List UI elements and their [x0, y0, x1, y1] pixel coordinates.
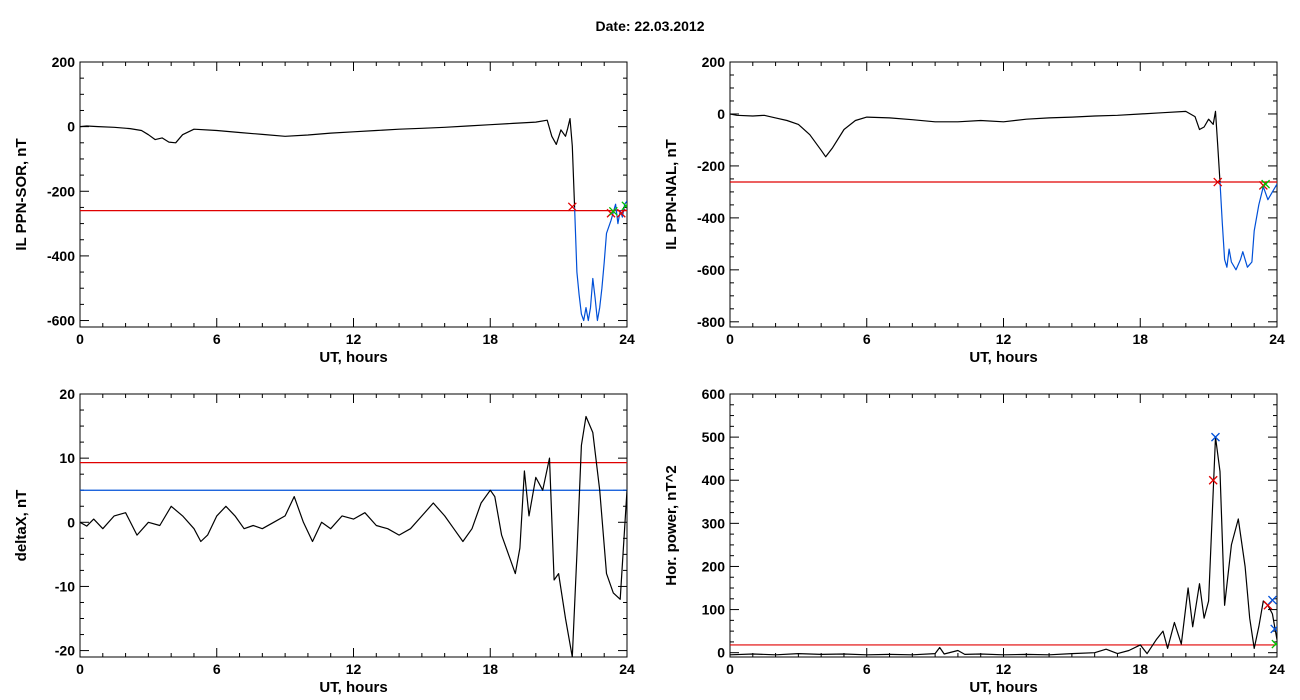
chart-panel-il-nal: 0 6 12 18 24 -800 -600 -400 -200 0 200 UT, hours IL … [663, 54, 1285, 366]
plot-frame [79, 61, 628, 328]
y-axis-label: IL PPN-SOR, nT [13, 138, 30, 250]
x-axis-label: UT, hours [969, 679, 1037, 696]
chart-panel-deltax: 0 6 12 18 24 -20 -10 0 10 20 UT, hours deltaX, nT [13, 386, 635, 696]
series-line [80, 415, 627, 657]
y-tick-label: -600 [47, 313, 75, 329]
x-tick-label: 12 [346, 661, 362, 677]
x-axis-label: UT, hours [969, 349, 1037, 366]
x-tick-label: 18 [1132, 331, 1148, 347]
y-tick-label: 300 [702, 515, 726, 531]
x-tick-label: 24 [619, 331, 635, 347]
x-tick-label: 24 [1269, 661, 1285, 677]
y-axis-label: IL PPN-NAL, nT [663, 139, 680, 250]
y-tick-label: -600 [697, 262, 725, 278]
marker-stroke [621, 203, 627, 211]
y-tick-label: 600 [702, 386, 726, 402]
x-tick-label: 6 [863, 661, 871, 677]
plot-data [80, 415, 627, 657]
marker-stroke [1211, 432, 1220, 442]
y-tick-label: 500 [702, 429, 726, 445]
y-tick-label: 10 [59, 450, 75, 466]
y-tick-label: 0 [67, 514, 75, 530]
y-tick-label: 200 [52, 54, 76, 70]
data-marker [1213, 177, 1223, 187]
y-tick-label: -200 [697, 158, 725, 174]
x-tick-label: 24 [619, 661, 635, 677]
y-tick-label: -400 [697, 210, 725, 226]
series-line [1219, 181, 1277, 271]
x-tick-label: 24 [1269, 331, 1285, 347]
x-tick-label: 6 [213, 331, 221, 347]
x-tick-label: 0 [726, 331, 734, 347]
y-tick-label: 100 [702, 602, 726, 618]
plot-data [730, 110, 1277, 271]
y-axis-label: deltaX, nT [13, 490, 30, 562]
y-tick-label: 20 [59, 386, 75, 402]
marker-stroke [1261, 179, 1271, 189]
y-tick-label: -20 [55, 643, 75, 659]
series-line [730, 436, 1277, 656]
y-tick-label: 0 [67, 119, 75, 135]
marker-stroke [1267, 595, 1277, 605]
data-marker [567, 202, 577, 212]
data-marker [616, 208, 626, 218]
data-marker [1258, 180, 1268, 190]
x-tick-label: 18 [1132, 661, 1148, 677]
series-line [730, 110, 1221, 183]
x-tick-label: 0 [76, 661, 84, 677]
page-title: Date: 22.03.2012 [595, 18, 705, 34]
x-tick-label: 6 [213, 661, 221, 677]
data-marker [621, 201, 627, 211]
x-axis-label: UT, hours [319, 679, 387, 696]
data-marker [1211, 432, 1220, 442]
plot-data [80, 118, 627, 322]
y-tick-label: -10 [55, 578, 75, 594]
x-tick-label: 12 [996, 331, 1012, 347]
y-tick-label: -800 [697, 314, 725, 330]
marker-stroke [608, 206, 618, 216]
plot-frame [729, 61, 1278, 328]
x-tick-label: 18 [482, 331, 498, 347]
chart-panel-hor-power: 0 6 12 18 24 0 100 200 300 400 500 600 UT, hours Hor.… [663, 386, 1285, 696]
y-tick-label: 0 [717, 645, 725, 661]
data-marker [1208, 475, 1218, 485]
marker-stroke [1270, 625, 1277, 634]
x-tick-label: 12 [346, 331, 362, 347]
plot-data [730, 432, 1277, 656]
x-tick-label: 6 [863, 331, 871, 347]
marker-stroke [1271, 642, 1277, 649]
y-tick-label: -200 [47, 183, 75, 199]
y-tick-label: 200 [702, 54, 726, 70]
marker-stroke [1213, 177, 1223, 187]
x-tick-label: 18 [482, 661, 498, 677]
marker-stroke [1208, 475, 1218, 485]
series-line [574, 200, 627, 322]
data-marker [608, 206, 618, 216]
x-tick-label: 12 [996, 661, 1012, 677]
y-tick-label: 0 [717, 106, 725, 122]
plot-frame [729, 393, 1278, 658]
y-tick-label: 400 [702, 472, 726, 488]
x-tick-label: 0 [726, 661, 734, 677]
series-line [80, 118, 576, 208]
y-tick-label: -400 [47, 248, 75, 264]
data-marker [1267, 595, 1277, 605]
chart-panel-il-sor: 0 6 12 18 24 -600 -400 -200 0 200 UT, hours IL PPN-… [13, 54, 635, 366]
y-tick-label: 200 [702, 558, 726, 574]
data-marker [1270, 624, 1277, 634]
data-marker [1271, 639, 1277, 649]
marker-stroke [1258, 180, 1268, 190]
x-axis-label: UT, hours [319, 349, 387, 366]
marker-stroke [567, 202, 577, 212]
data-marker [1261, 179, 1271, 189]
y-axis-label: Hor. power, nT^2 [663, 465, 680, 585]
x-tick-label: 0 [76, 331, 84, 347]
marker-stroke [616, 208, 626, 218]
plot-frame [79, 393, 628, 658]
